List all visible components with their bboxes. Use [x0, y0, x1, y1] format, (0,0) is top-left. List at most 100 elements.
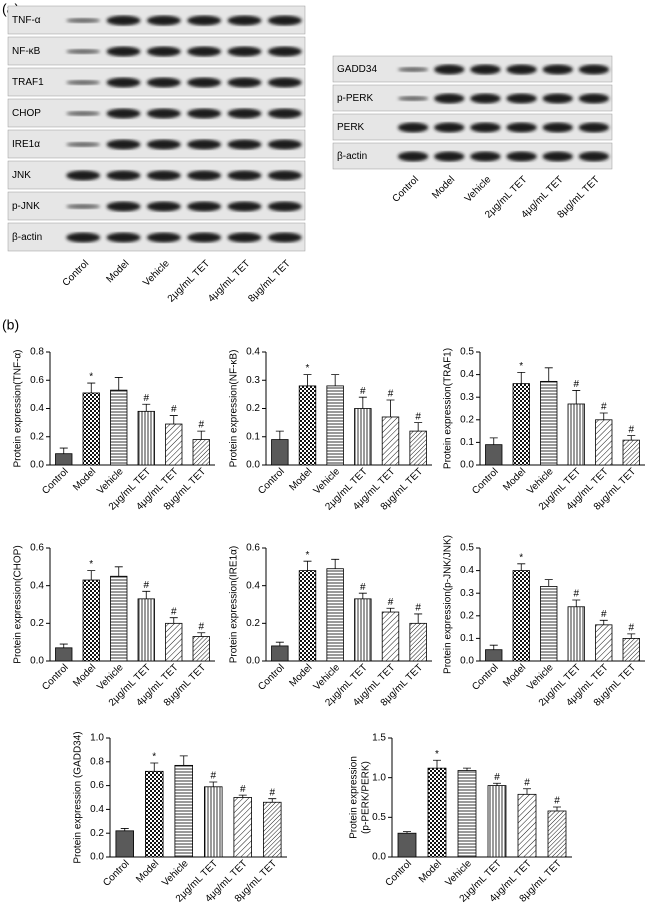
significance-marker: #: [628, 424, 634, 435]
y-axis-label: (p-PERK/PERK): [361, 761, 372, 834]
blot-band: [578, 151, 610, 162]
y-axis-label: Protein expression(p-JNK/JNK): [443, 535, 454, 674]
bar: [137, 598, 155, 662]
bar: [427, 767, 447, 858]
error-bar: [331, 558, 340, 569]
error-bar: [544, 579, 553, 587]
error-bar: [150, 762, 159, 772]
blot-band: [397, 151, 429, 162]
lane-label: Model: [430, 174, 457, 201]
error-bar: [275, 430, 284, 440]
blot-band: [506, 151, 537, 162]
blot-band: [106, 77, 141, 88]
error-bar: [238, 794, 247, 798]
error-bar: [114, 377, 123, 391]
bar: [595, 624, 613, 662]
blot-band: [267, 108, 302, 119]
y-tick-label: 0.2: [246, 403, 260, 414]
error-bar: [523, 788, 531, 795]
significance-marker: #: [388, 389, 394, 400]
blot-band: [66, 232, 101, 243]
error-bar: [403, 831, 411, 834]
y-axis-label: Protein expression(CHOP): [13, 545, 24, 663]
error-bar: [142, 590, 151, 599]
y-tick-label: 0.2: [90, 828, 104, 839]
x-tick-label: Control: [40, 466, 71, 497]
blot-band: [187, 108, 222, 119]
blot-row-label: NF-κB: [12, 46, 41, 57]
bar: [409, 430, 427, 466]
bar: [567, 606, 585, 662]
error-bar: [414, 422, 423, 432]
y-tick-label: 0.2: [460, 610, 474, 621]
bar: [547, 810, 567, 858]
bar: [326, 385, 344, 466]
error-bar: [169, 617, 178, 624]
bar: [192, 439, 210, 466]
bar: [82, 392, 100, 466]
blot-band: [578, 122, 610, 133]
blot-band: [470, 93, 501, 104]
blot-band: [106, 108, 141, 119]
bar: [233, 797, 252, 858]
blot-band: [146, 15, 181, 26]
blot-band: [187, 232, 222, 243]
blot-band: [227, 46, 262, 57]
significance-marker: *: [306, 363, 310, 374]
significance-marker: *: [152, 752, 156, 763]
bar: [110, 575, 128, 662]
error-bar: [489, 644, 498, 650]
y-tick-label: 0.6: [90, 780, 104, 791]
blot-band: [267, 46, 302, 57]
blot-band: [146, 232, 181, 243]
blot-band: [578, 93, 610, 104]
error-bar: [268, 798, 277, 803]
bar: [137, 410, 155, 466]
blot-row-label: PERK: [337, 122, 365, 133]
error-bar: [627, 633, 636, 639]
bar: [457, 770, 477, 858]
bar: [354, 598, 372, 662]
lane-label: Control: [390, 174, 421, 205]
bar: [567, 403, 585, 466]
bar: [192, 636, 210, 662]
y-tick-label: 0.5: [460, 543, 474, 554]
blot-band: [227, 15, 262, 26]
y-tick-label: 1.0: [372, 772, 386, 783]
significance-marker: #: [415, 411, 421, 422]
error-bar: [572, 390, 581, 404]
error-bar: [275, 641, 284, 646]
y-tick-label: 0.3: [460, 392, 474, 403]
bar: [174, 764, 193, 858]
blot-band: [267, 15, 302, 26]
blot-band: [267, 77, 302, 88]
error-bar: [553, 806, 561, 811]
bar: [487, 785, 507, 858]
blot-band: [66, 80, 101, 85]
significance-marker: *: [519, 552, 523, 563]
y-tick-label: 0.2: [246, 618, 260, 629]
significance-marker: #: [601, 609, 607, 620]
blot-row-label: p-JNK: [12, 201, 40, 212]
bar: [540, 380, 558, 466]
y-tick-label: 0.2: [30, 431, 44, 442]
blot-band: [434, 151, 465, 162]
significance-marker: #: [573, 379, 579, 390]
y-tick-label: 0.4: [246, 580, 260, 591]
error-bar: [331, 374, 340, 386]
blot-band: [506, 64, 537, 75]
blot-band: [397, 122, 429, 133]
significance-marker: #: [524, 777, 530, 788]
y-axis-label: Protein expression: [349, 756, 360, 839]
bar: [409, 622, 427, 662]
significance-marker: *: [435, 749, 439, 760]
blot-band: [470, 122, 501, 133]
lane-label: Vehicle: [463, 174, 494, 205]
significance-marker: #: [554, 796, 560, 807]
y-tick-label: 0.1: [246, 431, 260, 442]
x-tick-label: Control: [101, 858, 132, 889]
blot-band: [66, 49, 101, 54]
significance-marker: #: [601, 402, 607, 413]
bar: [144, 770, 164, 858]
blot-row-label: β-actin: [12, 232, 42, 243]
